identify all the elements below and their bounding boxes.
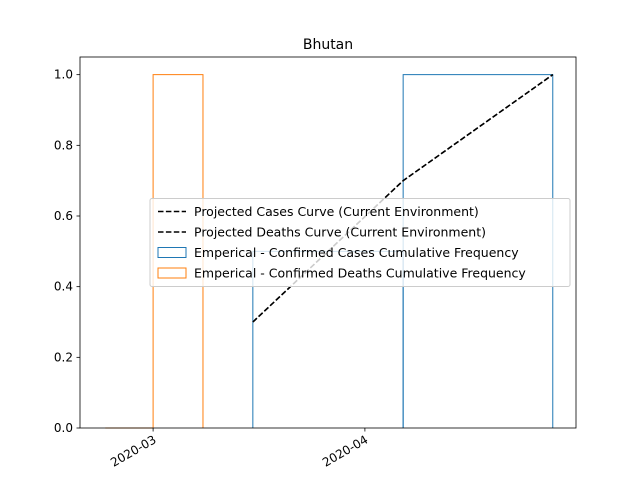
- line: [252, 74, 554, 323]
- axes-frame: [79, 56, 577, 429]
- y-tick-label: 0.6: [54, 209, 73, 223]
- y-tick-label: 0.8: [54, 138, 73, 152]
- legend-label: Projected Cases Curve (Current Environme…: [194, 204, 479, 219]
- y-tick-label: 0.0: [54, 421, 73, 435]
- legend-label: Emperical - Confirmed Cases Cumulative F…: [194, 245, 519, 260]
- y-tick-label: 0.2: [54, 350, 73, 364]
- legend-label: Projected Deaths Curve (Current Environm…: [194, 225, 486, 240]
- legend-swatch: [157, 247, 187, 258]
- legend-frame: [149, 198, 571, 287]
- legend-swatch: [157, 267, 187, 279]
- legend: Projected Cases Curve (Current Environme…: [149, 198, 571, 287]
- y-tick-label: 1.0: [54, 68, 73, 82]
- legend-label: Emperical - Confirmed Deaths Cumulative …: [194, 266, 526, 281]
- y-tick-label: 0.4: [54, 280, 73, 294]
- chart-title: Bhutan: [303, 37, 353, 53]
